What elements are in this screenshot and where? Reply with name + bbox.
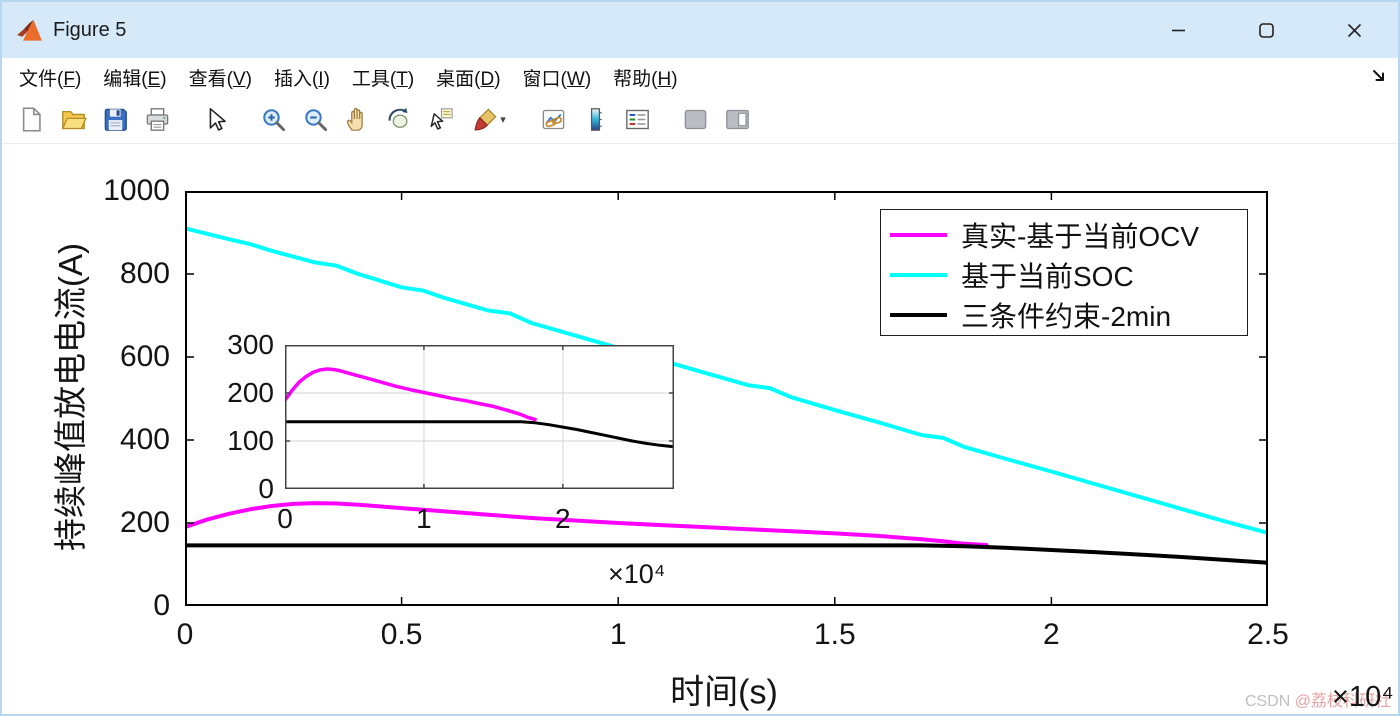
print-figure-button[interactable] xyxy=(136,99,178,141)
watermark-handle: @荔枝科研社 xyxy=(1294,693,1391,710)
x-axis-label: 时间(s) xyxy=(670,673,778,712)
menu-bar: 文件(F) 编辑(E) 查看(V) 插入(I) 工具(T) 桌面(D) 窗口(W) 帮助(H) xyxy=(2,58,1398,96)
legend-line-sample xyxy=(890,273,947,277)
series-line-true-ocv xyxy=(185,501,989,547)
x-tick-label: 0.5 xyxy=(380,618,423,651)
save-icon xyxy=(104,108,127,131)
menu-item-edit[interactable]: 编辑(E) xyxy=(103,68,167,90)
legend-entry-1: 真实-基于当前OCV xyxy=(881,215,1247,255)
brush-dropdown-icon[interactable]: ▾ xyxy=(500,114,506,126)
legend-line-sample xyxy=(890,313,947,317)
pan-button[interactable] xyxy=(336,99,378,141)
open-file-icon xyxy=(61,110,87,130)
menu-item-view[interactable]: 查看(V) xyxy=(188,68,252,90)
series-line-three-constraint-inset xyxy=(285,420,674,449)
hide-plot-tools-button[interactable] xyxy=(674,99,716,141)
print-icon xyxy=(146,108,168,131)
close-button[interactable] xyxy=(1310,2,1398,58)
x-tick-label: 2 xyxy=(1043,618,1060,651)
legend-label: 三条件约束-2min xyxy=(961,301,1172,332)
new-figure-icon xyxy=(22,107,41,132)
minimize-icon xyxy=(1171,29,1185,31)
rotate-3d-button[interactable] xyxy=(378,99,420,141)
insert-colorbar-button[interactable] xyxy=(574,99,616,141)
hide-plot-tools-icon xyxy=(684,109,706,130)
open-file-button[interactable] xyxy=(52,99,94,141)
legend-entry-3: 三条件约束-2min xyxy=(881,295,1247,335)
legend-label: 基于当前SOC xyxy=(961,261,1134,292)
menu-item-file[interactable]: 文件(F) xyxy=(19,68,82,90)
data-cursor-button[interactable] xyxy=(420,99,462,141)
pointer-icon xyxy=(209,108,226,131)
brush-icon xyxy=(474,108,497,131)
figure-toolbar: ▾ xyxy=(2,96,1398,144)
insert-legend-icon xyxy=(625,109,649,130)
save-figure-button[interactable] xyxy=(94,99,136,141)
data-cursor-icon xyxy=(430,108,453,130)
y-tick-label: 1000 xyxy=(103,174,170,207)
window-controls xyxy=(1134,2,1398,58)
show-plot-tools-dock-icon xyxy=(725,109,749,130)
x-tick-label: 1 xyxy=(609,618,627,651)
menu-item-desktop[interactable]: 桌面(D) xyxy=(436,68,501,90)
maximize-icon xyxy=(1258,22,1274,38)
brush-data-button[interactable]: ▾ xyxy=(462,99,516,141)
link-plot-button[interactable] xyxy=(532,99,574,141)
show-plot-tools-button[interactable] xyxy=(716,99,758,141)
inset-x-axis-multiplier: ×10⁴ xyxy=(608,559,666,589)
menu-item-help[interactable]: 帮助(H) xyxy=(613,68,678,90)
series-line-three-constraint xyxy=(185,543,1268,565)
window-title: Figure 5 xyxy=(53,18,127,41)
maximize-button[interactable] xyxy=(1222,2,1310,58)
series-line-soc xyxy=(185,226,1268,535)
menu-item-window[interactable]: 窗口(W) xyxy=(522,68,592,90)
dock-figure-icon[interactable] xyxy=(1370,67,1388,85)
y-axis-label: 持续峰值放电电流(A) xyxy=(52,243,89,551)
series-line-true-ocv-inset xyxy=(285,367,537,422)
legend-label: 真实-基于当前OCV xyxy=(961,221,1200,252)
x-axis-multiplier: ×10⁴ xyxy=(1332,681,1394,713)
insert-colorbar-icon xyxy=(590,108,602,131)
x-tick-label: 0 xyxy=(176,618,194,651)
legend-line-sample xyxy=(890,233,947,237)
link-plot-icon xyxy=(542,109,564,130)
x-tick-label: 2.5 xyxy=(1247,618,1289,651)
watermark-prefix: CSDN xyxy=(1244,693,1291,710)
legend[interactable]: 真实-基于当前OCV 基于当前SOC 三条件约束-2min xyxy=(880,209,1248,336)
insert-legend-button[interactable] xyxy=(616,99,658,141)
new-figure-button[interactable] xyxy=(10,99,52,141)
legend-entry-2: 基于当前SOC xyxy=(881,255,1247,295)
menu-item-insert[interactable]: 插入(I) xyxy=(273,68,330,90)
pan-hand-icon xyxy=(346,107,363,131)
title-bar: Figure 5 xyxy=(2,2,1398,58)
menu-item-tools[interactable]: 工具(T) xyxy=(351,68,415,90)
watermark: CSDN @荔枝科研社 xyxy=(1245,687,1391,711)
zoom-in-icon xyxy=(262,109,285,132)
x-tick-label: 1.5 xyxy=(813,618,856,651)
inset-axes xyxy=(285,345,674,489)
menu-items: 文件(F) 编辑(E) 查看(V) 插入(I) 工具(T) 桌面(D) 窗口(W) 帮助(H) xyxy=(8,60,689,95)
y-tick-label: 0 xyxy=(153,589,170,622)
close-icon xyxy=(1347,23,1361,37)
edit-plot-button[interactable] xyxy=(194,99,236,141)
rotate-3d-icon xyxy=(388,107,407,128)
matlab-logo-icon xyxy=(16,17,43,44)
zoom-out-icon xyxy=(304,109,327,132)
zoom-out-button[interactable] xyxy=(294,99,336,141)
minimize-button[interactable] xyxy=(1134,2,1222,58)
zoom-in-button[interactable] xyxy=(252,99,294,141)
main-axes xyxy=(185,191,1268,606)
